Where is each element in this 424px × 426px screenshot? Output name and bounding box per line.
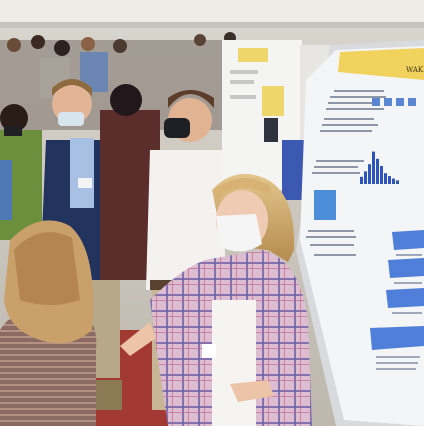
face-mask-icon bbox=[58, 112, 84, 126]
presenter-plaid-blazer bbox=[120, 173, 312, 426]
poster-chart-bar bbox=[380, 166, 383, 184]
poster-chart-bar bbox=[388, 176, 391, 184]
poster-chart-bar bbox=[396, 180, 399, 184]
poster-header bbox=[338, 48, 424, 80]
person-left-edge bbox=[0, 160, 12, 220]
poster-chart-bar bbox=[368, 164, 371, 184]
poster-chart-bar bbox=[372, 151, 375, 184]
poster-chart-bar bbox=[376, 158, 379, 184]
black-mask-icon bbox=[164, 118, 190, 138]
research-poster: WAKE bbox=[296, 40, 424, 426]
poster-chart-bar bbox=[392, 178, 395, 184]
poster-chart-bar bbox=[360, 176, 363, 184]
poster-logo: WAKE bbox=[406, 66, 424, 74]
surgical-mask-icon bbox=[216, 214, 262, 252]
person-foreground-back bbox=[0, 220, 97, 426]
poster-figure bbox=[314, 190, 336, 220]
name-badge bbox=[202, 344, 216, 358]
poster-chart-bar bbox=[364, 171, 367, 184]
poster-bar-chart bbox=[360, 151, 399, 184]
poster-chart-bar bbox=[384, 173, 387, 184]
